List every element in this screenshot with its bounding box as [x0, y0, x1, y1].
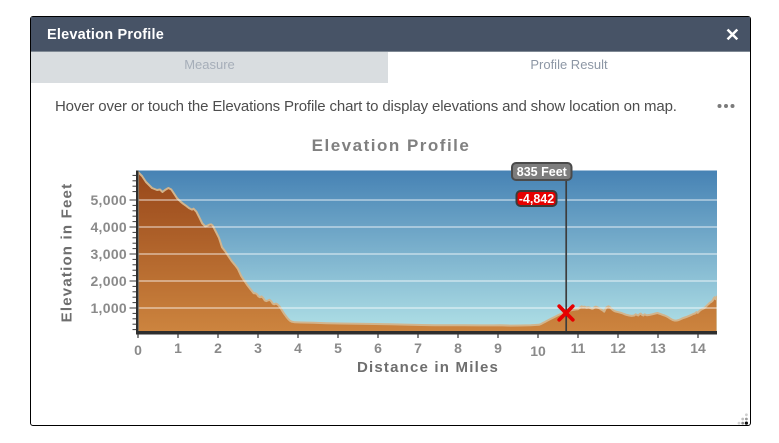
svg-text:2,000: 2,000 — [90, 273, 127, 289]
svg-text:4: 4 — [294, 340, 302, 356]
svg-text:3,000: 3,000 — [90, 246, 127, 262]
svg-text:3: 3 — [254, 340, 262, 356]
svg-text:9: 9 — [494, 340, 502, 356]
svg-text:-4,842: -4,842 — [519, 192, 554, 206]
svg-text:Distance in Miles: Distance in Miles — [357, 359, 499, 376]
svg-text:5: 5 — [334, 340, 342, 356]
svg-text:13: 13 — [650, 340, 666, 356]
svg-text:11: 11 — [571, 340, 586, 356]
svg-text:7: 7 — [414, 340, 422, 356]
svg-text:10: 10 — [530, 343, 546, 359]
svg-text:Elevation Profile: Elevation Profile — [312, 136, 471, 155]
svg-text:4,000: 4,000 — [90, 219, 127, 235]
svg-text:0: 0 — [134, 342, 142, 358]
svg-text:Elevation in Feet: Elevation in Feet — [59, 183, 76, 323]
svg-text:5,000: 5,000 — [90, 192, 127, 208]
svg-text:835 Feet: 835 Feet — [517, 165, 568, 179]
svg-text:8: 8 — [454, 340, 462, 356]
svg-text:14: 14 — [690, 340, 706, 356]
svg-text:12: 12 — [610, 340, 626, 356]
svg-text:1,000: 1,000 — [90, 300, 127, 316]
svg-text:2: 2 — [214, 340, 222, 356]
svg-text:1: 1 — [174, 340, 182, 356]
svg-text:6: 6 — [374, 340, 382, 356]
